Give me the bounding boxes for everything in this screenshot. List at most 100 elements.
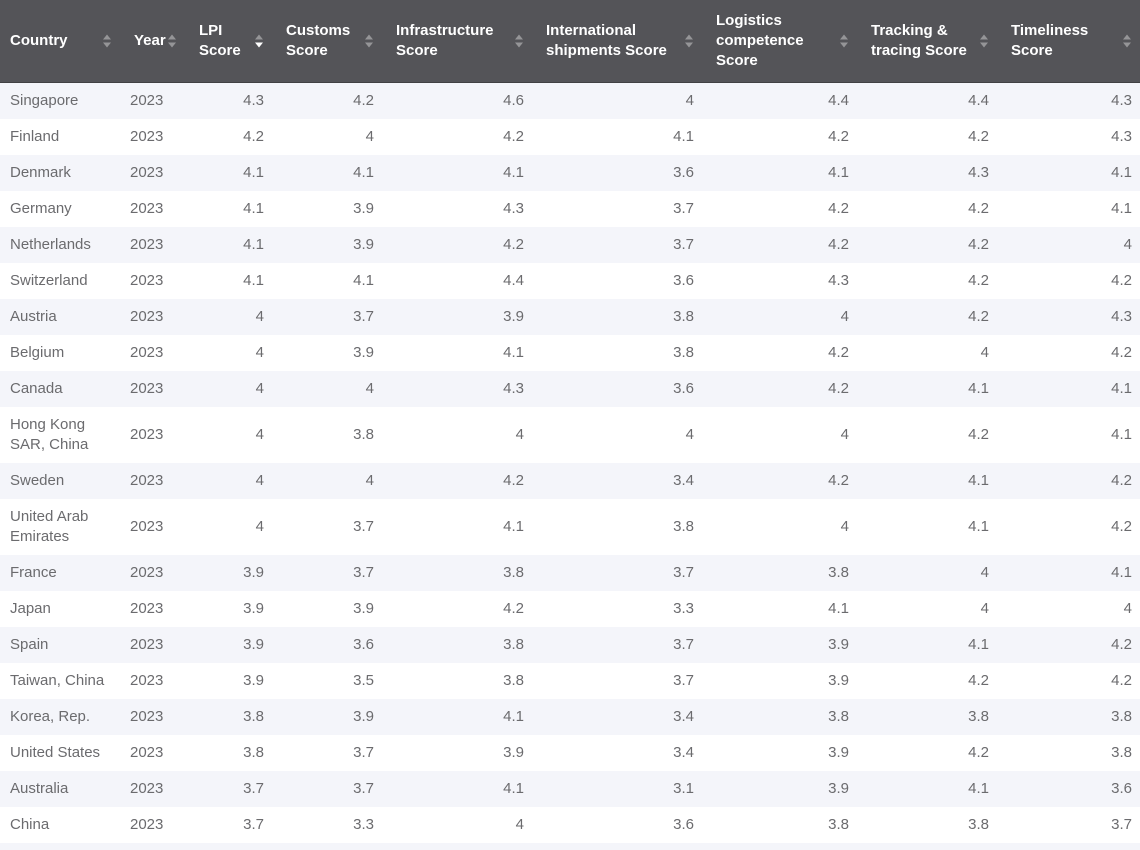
sort-icon[interactable] (685, 34, 693, 48)
value-cell: 4.1 (1111, 563, 1132, 581)
value-cell: 3.9 (503, 743, 524, 761)
table-row: Canada 2023 4 4 4.3 3.6 4.2 4.1 4.1 (0, 370, 1140, 407)
value-cell: 4.2 (828, 199, 849, 217)
value-cell: 4.1 (503, 517, 524, 535)
value-cell: 2023 (130, 425, 164, 443)
column-label: Timeliness Score (1011, 21, 1089, 59)
value-cell: 2023 (130, 779, 164, 797)
value-cell: 3.7 (243, 779, 264, 797)
value-cell: 3.3 (353, 815, 374, 833)
value-cell: 3.9 (243, 599, 264, 617)
value-cell: 3.6 (1111, 779, 1132, 797)
value-cell: 4 (365, 127, 374, 145)
value-cell: 4.1 (353, 271, 374, 289)
value-cell: 3.1 (673, 779, 694, 797)
sort-icon[interactable] (255, 34, 263, 48)
value-cell: 2023 (130, 743, 164, 761)
value-cell: 4.1 (1111, 163, 1132, 181)
value-cell: 4 (980, 599, 989, 617)
sort-icon[interactable] (168, 34, 176, 48)
sort-icon[interactable] (1123, 34, 1131, 48)
value-cell: 3.8 (353, 425, 374, 443)
value-cell: 2023 (130, 517, 164, 535)
sort-icon[interactable] (515, 34, 523, 48)
value-cell: 3.8 (968, 707, 989, 725)
column-header-timeliness-score[interactable]: Timeliness Score (997, 0, 1140, 83)
value-cell: 3.3 (673, 599, 694, 617)
value-cell: 4.6 (503, 91, 524, 109)
value-cell: 3.7 (243, 815, 264, 833)
value-cell: 4 (365, 471, 374, 489)
value-cell: 2023 (130, 235, 164, 253)
value-cell: 3.7 (673, 635, 694, 653)
value-cell: 4.2 (1111, 635, 1132, 653)
column-header-lpi-score[interactable]: LPI Score (185, 0, 272, 83)
table-row: Denmark 2023 4.1 4.1 4.1 3.6 4.1 4.3 4.1 (0, 154, 1140, 191)
column-header-country[interactable]: Country (0, 0, 120, 83)
country-cell: Germany (10, 199, 72, 217)
table-row: Singapore 2023 4.3 4.2 4.6 4 4.4 4.4 4.3 (0, 82, 1140, 119)
table-row: Japan 2023 3.9 3.9 4.2 3.3 4.1 4 4 (0, 590, 1140, 627)
value-cell: 3.7 (673, 235, 694, 253)
value-cell: 4.1 (243, 199, 264, 217)
value-cell: 3.8 (243, 707, 264, 725)
header-row: Country Year LPI Score Customs Score Infrast… (0, 0, 1140, 83)
table-row: Spain 2023 3.9 3.6 3.8 3.7 3.9 4.1 4.2 (0, 626, 1140, 663)
value-cell: 4.3 (828, 271, 849, 289)
table-row: China 2023 3.7 3.3 4 3.6 3.8 3.8 3.7 (0, 806, 1140, 843)
sort-icon[interactable] (103, 34, 111, 48)
column-label: International shipments Score (546, 21, 667, 59)
value-cell: 4 (365, 379, 374, 397)
value-cell: 3.8 (503, 563, 524, 581)
column-header-year[interactable]: Year (120, 0, 185, 83)
value-cell: 3.8 (828, 815, 849, 833)
value-cell: 3.9 (828, 743, 849, 761)
column-label: Tracking & tracing Score (871, 21, 967, 59)
sort-icon[interactable] (980, 34, 988, 48)
value-cell: 2023 (130, 343, 164, 361)
column-label: Customs Score (286, 21, 351, 59)
value-cell: 3.6 (673, 271, 694, 289)
column-header-international-shipments-score[interactable]: International shipments Score (532, 0, 702, 83)
column-header-tracking-tracing-score[interactable]: Tracking & tracing Score (857, 0, 997, 83)
value-cell: 4 (1123, 235, 1132, 253)
value-cell: 4 (980, 563, 989, 581)
value-cell: 4.4 (968, 91, 989, 109)
column-header-customs-score[interactable]: Customs Score (272, 0, 382, 83)
value-cell: 2023 (130, 271, 164, 289)
value-cell: 4.1 (243, 235, 264, 253)
value-cell: 4 (255, 379, 264, 397)
country-cell: Korea, Rep. (10, 707, 91, 725)
value-cell: 4.2 (828, 379, 849, 397)
country-cell: Finland (10, 127, 60, 145)
value-cell: 3.6 (673, 815, 694, 833)
value-cell: 3.8 (673, 343, 694, 361)
country-cell: Taiwan, China (10, 671, 105, 689)
column-header-infrastructure-score[interactable]: Infrastructure Score (382, 0, 532, 83)
country-cell: Japan (10, 599, 51, 617)
value-cell: 4.1 (503, 779, 524, 797)
value-cell: 4.2 (828, 235, 849, 253)
value-cell: 2023 (130, 563, 164, 581)
sort-up-arrow-icon (685, 34, 693, 40)
value-cell: 4.2 (1111, 271, 1132, 289)
value-cell: 3.7 (353, 517, 374, 535)
value-cell: 4 (685, 91, 694, 109)
sort-icon[interactable] (365, 34, 373, 48)
sort-up-arrow-icon (365, 34, 373, 40)
value-cell: 4.2 (503, 127, 524, 145)
value-cell: 4.1 (968, 471, 989, 489)
value-cell: 2023 (130, 599, 164, 617)
value-cell: 2023 (130, 379, 164, 397)
value-cell: 2023 (130, 471, 164, 489)
value-cell: 4.3 (1111, 307, 1132, 325)
value-cell: 4.1 (1111, 425, 1132, 443)
value-cell: 4.2 (968, 307, 989, 325)
column-header-logistics-competence-score[interactable]: Logistics competence Score (702, 0, 857, 83)
sort-icon[interactable] (840, 34, 848, 48)
value-cell: 4.2 (1111, 517, 1132, 535)
value-cell: 4.4 (503, 271, 524, 289)
value-cell: 4.2 (243, 127, 264, 145)
table-row: France 2023 3.9 3.7 3.8 3.7 3.8 4 4.1 (0, 554, 1140, 591)
sort-up-arrow-icon (168, 34, 176, 40)
